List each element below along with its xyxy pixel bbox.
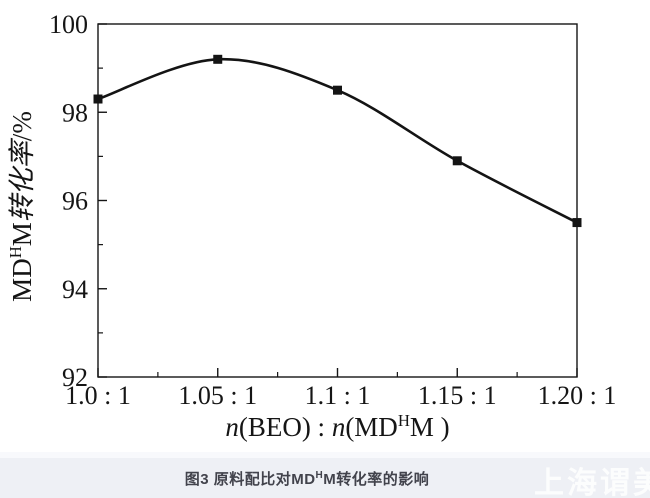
data-point-marker [452,156,462,166]
y-axis-tick-label: 100 [49,10,88,39]
y-axis-tick-label: 94 [62,275,88,304]
x-axis-tick-label: 1.0 : 1 [65,381,131,410]
data-point-marker [213,54,223,64]
x-axis-title: n(BEO) : n(MDHM ) [225,411,449,442]
caption-text-lead: 图3 原料配比对MD [184,470,316,488]
y-axis-tick-label: 96 [62,187,88,216]
x-axis-tick-label: 1.15 : 1 [418,381,497,410]
data-point-marker [93,94,103,104]
y-axis-title: MDHM转化率/% [6,111,37,302]
x-axis-tick-label: 1.05 : 1 [178,381,257,410]
chart-region: 92 94 96 98 100 1.0 : 1 1.05 : 1 1.1 : 1 1.15 : … [6,10,617,442]
data-point-marker [333,85,342,95]
plot-frame [97,23,578,378]
y-axis-tick-label: 98 [62,98,88,127]
caption-superscript: H [315,469,324,481]
line-chart: 92 94 96 98 100 1.0 : 1 1.05 : 1 1.1 : 1 1.15 : … [6,10,617,442]
data-point-marker [572,218,582,228]
x-axis-tick-label: 1.20 : 1 [538,381,617,410]
watermark-text: 上海谓美 [534,466,650,498]
data-series-line [96,57,579,224]
caption-text-tail: M转化率的影响 [323,470,430,488]
y-axis-tick-label: 92 [62,363,88,392]
x-axis-tick-label: 1.1 : 1 [305,381,371,410]
figure-caption: 图3 原料配比对MDHM转化率的影响 [185,468,430,489]
caption-strip: 图3 原料配比对MDHM转化率的影响 上海谓美 [0,452,650,498]
